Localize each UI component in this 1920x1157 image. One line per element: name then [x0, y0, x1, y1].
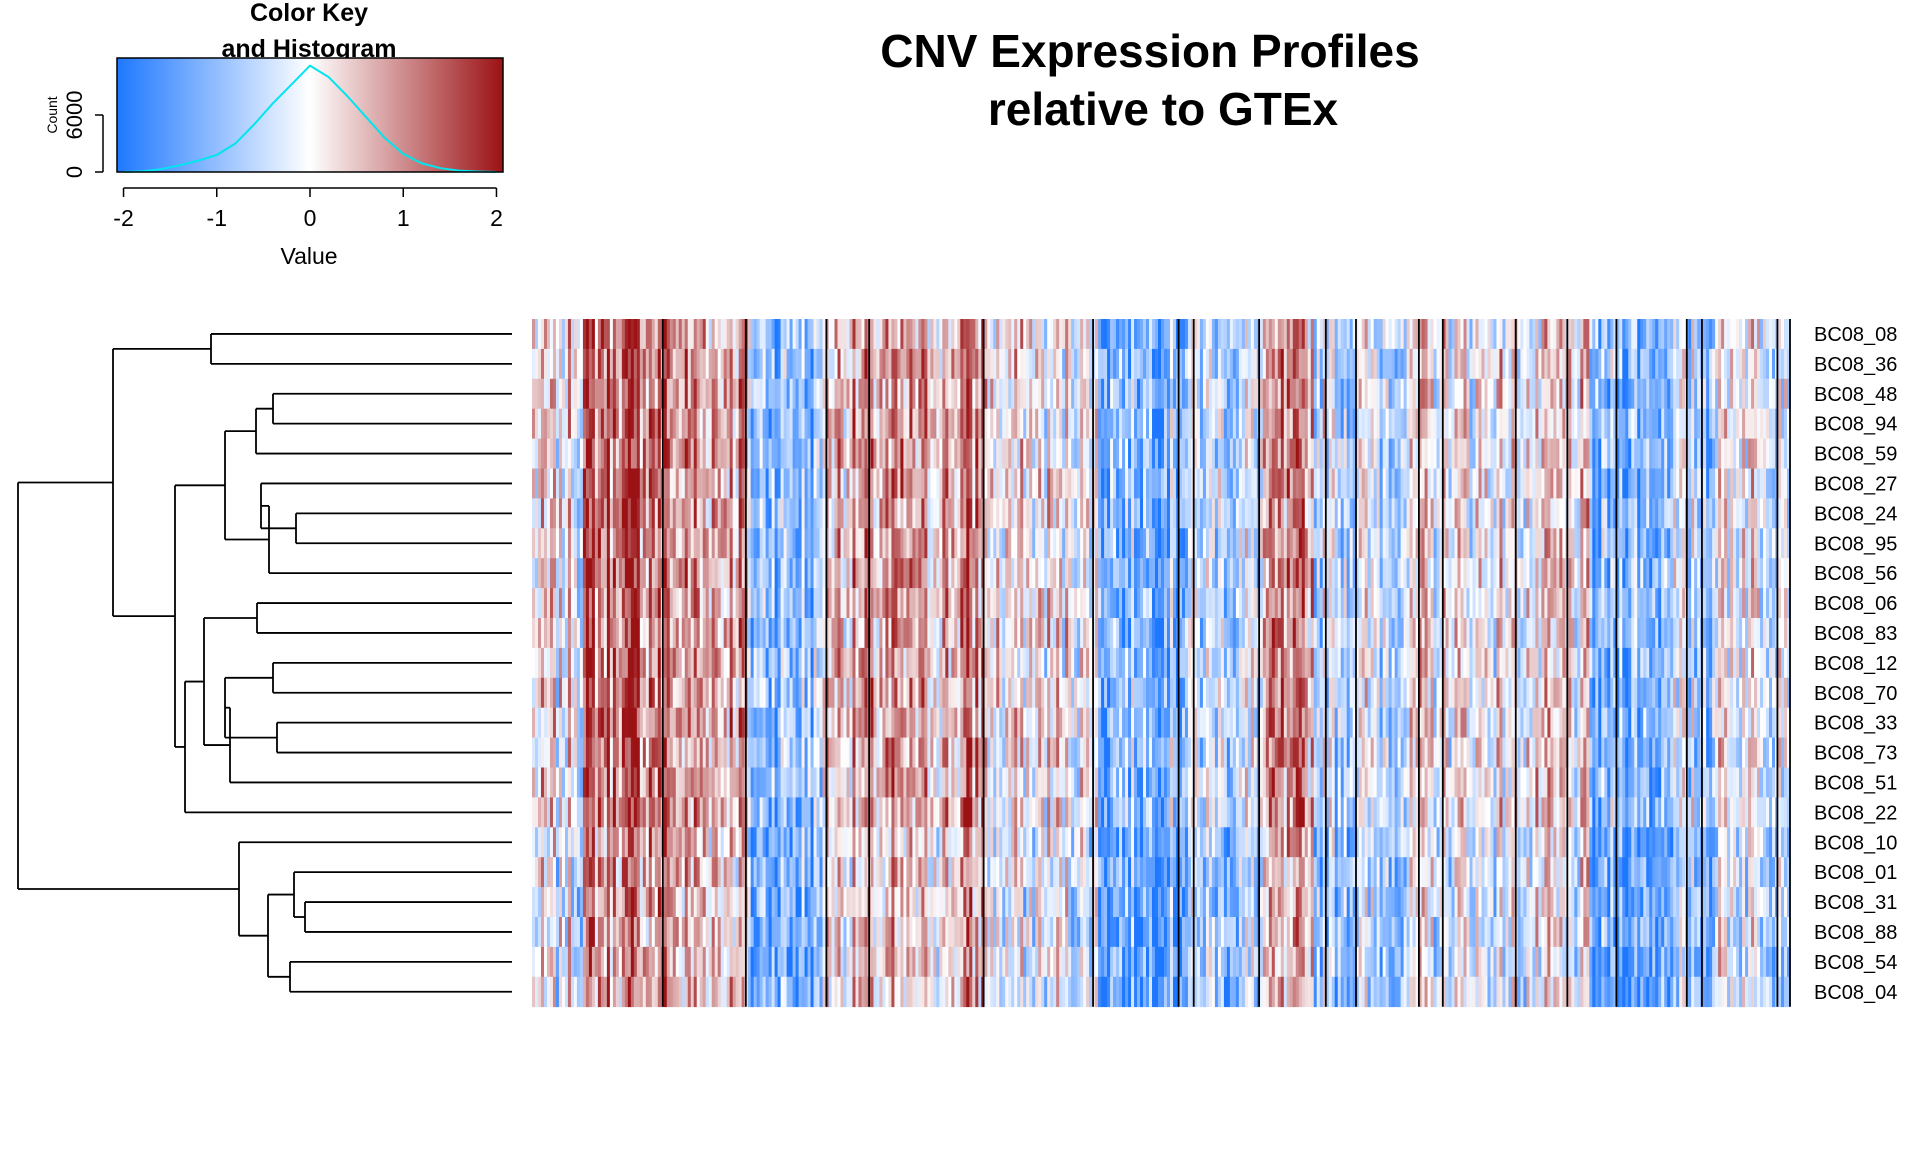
color-key-x-axis: -2 -1 0 1 2 — [113, 188, 503, 231]
heatmap-row-BC08_24 — [532, 498, 1791, 528]
color-key-x-tick-label: 2 — [490, 205, 503, 231]
heatmap-row-BC08_83 — [532, 618, 1791, 648]
heatmap-row-BC08_59 — [532, 439, 1791, 469]
heatmap-row-BC08_06 — [532, 588, 1791, 618]
color-key-title-line-1: Color Key — [250, 0, 368, 27]
heatmap-row-BC08_08 — [532, 319, 1791, 349]
color-key-x-tick-label: -2 — [113, 205, 133, 231]
color-key-x-tick-label: 0 — [304, 205, 317, 231]
heatmap-row-BC08_12 — [532, 648, 1791, 678]
heatmap-row-BC08_27 — [532, 469, 1791, 499]
heatmap-body — [532, 319, 1791, 1007]
color-key-ylabel: Count — [44, 96, 60, 133]
chart-title-line-2: relative to GTEx — [988, 83, 1339, 135]
heatmap-row-BC08_36 — [532, 349, 1791, 379]
heatmap-row-BC08_94 — [532, 409, 1791, 439]
color-key-y-axis: 0 6000 — [62, 91, 103, 179]
color-key-x-tick-label: -1 — [207, 205, 227, 231]
heatmap-row-BC08_95 — [532, 528, 1791, 558]
row-dendrogram — [18, 334, 512, 992]
heatmap-row-BC08_48 — [532, 379, 1791, 409]
chart-title-line-1: CNV Expression Profiles — [880, 25, 1419, 77]
color-key-xlabel: Value — [280, 243, 337, 269]
color-key-y-tick-label: 0 — [62, 166, 87, 178]
color-key-y-tick-label: 6000 — [62, 91, 87, 140]
color-key-gradient — [117, 58, 503, 172]
heatmap-row-BC08_56 — [532, 558, 1791, 588]
color-key-x-tick-label: 1 — [397, 205, 410, 231]
